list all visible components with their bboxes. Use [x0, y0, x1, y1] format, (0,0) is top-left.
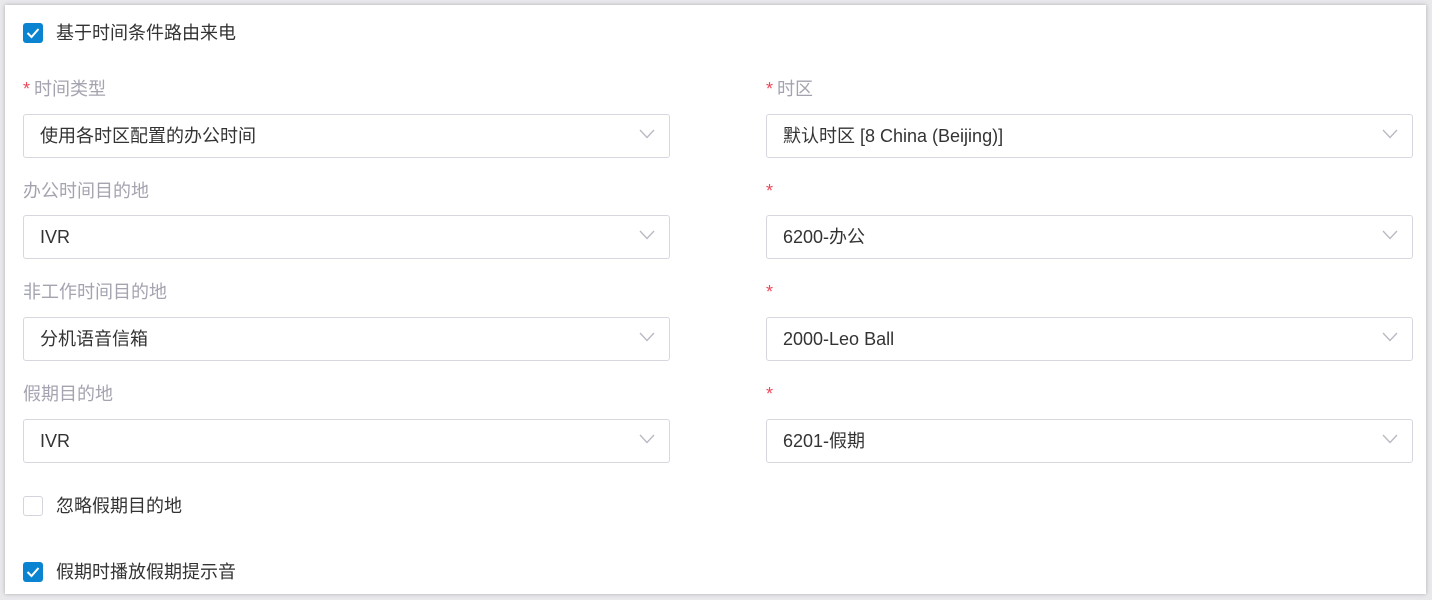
field-label: * [766, 180, 777, 202]
field-label: * [766, 383, 777, 405]
checkbox-label: 基于时间条件路由来电 [56, 23, 236, 43]
chevron-down-icon [639, 230, 655, 240]
required-mark: * [766, 282, 774, 302]
chevron-down-icon [639, 434, 655, 444]
checkbox-label: 假期时播放假期提示音 [56, 562, 236, 582]
check-icon [26, 567, 40, 578]
field-select[interactable]: 2000-Leo Ball [766, 317, 1413, 361]
selected-value: 使用各时区配置的办公时间 [40, 126, 256, 146]
field-label: 非工作时间目的地 [23, 281, 167, 303]
chevron-down-icon [639, 332, 655, 342]
field-select[interactable]: 使用各时区配置的办公时间 [23, 114, 670, 158]
checkbox[interactable] [23, 23, 43, 43]
field-select[interactable]: IVR [23, 215, 670, 259]
field-label-text: 时区 [777, 79, 814, 99]
chevron-down-icon [639, 129, 655, 139]
chevron-down-icon [1382, 129, 1398, 139]
check-icon [26, 28, 40, 39]
checkbox[interactable] [23, 562, 43, 582]
field-label-text: 假期目的地 [23, 384, 113, 404]
checkbox-label: 忽略假期目的地 [56, 496, 182, 516]
selected-value: 分机语音信箱 [40, 329, 148, 349]
required-mark: * [23, 79, 31, 99]
field-select[interactable]: 6201-假期 [766, 419, 1413, 463]
field-label-text: 时间类型 [34, 79, 107, 99]
checkbox[interactable] [23, 496, 43, 516]
chevron-down-icon [1382, 434, 1398, 444]
field-label: * 时间类型 [23, 78, 106, 100]
field-label: 假期目的地 [23, 383, 113, 405]
field-label: * [766, 281, 777, 303]
field-label-text: 非工作时间目的地 [23, 282, 167, 302]
field-select[interactable]: 6200-办公 [766, 215, 1413, 259]
field-select[interactable]: IVR [23, 419, 670, 463]
selected-value: 6200-办公 [783, 227, 866, 247]
field-select[interactable]: 分机语音信箱 [23, 317, 670, 361]
required-mark: * [766, 384, 774, 404]
field-label: 办公时间目的地 [23, 180, 149, 202]
selected-value: 6201-假期 [783, 431, 866, 451]
field-select[interactable]: 默认时区 [8 China (Beijing)] [766, 114, 1413, 158]
field-label: * 时区 [766, 78, 813, 100]
required-mark: * [766, 79, 774, 99]
selected-value: IVR [40, 227, 71, 247]
required-mark: * [766, 181, 774, 201]
chevron-down-icon [1382, 332, 1398, 342]
selected-value: 2000-Leo Ball [783, 329, 895, 349]
time-condition-panel [5, 5, 1426, 594]
selected-value: 默认时区 [8 China (Beijing)] [783, 126, 1004, 146]
field-label-text: 办公时间目的地 [23, 181, 149, 201]
chevron-down-icon [1382, 230, 1398, 240]
selected-value: IVR [40, 431, 71, 451]
